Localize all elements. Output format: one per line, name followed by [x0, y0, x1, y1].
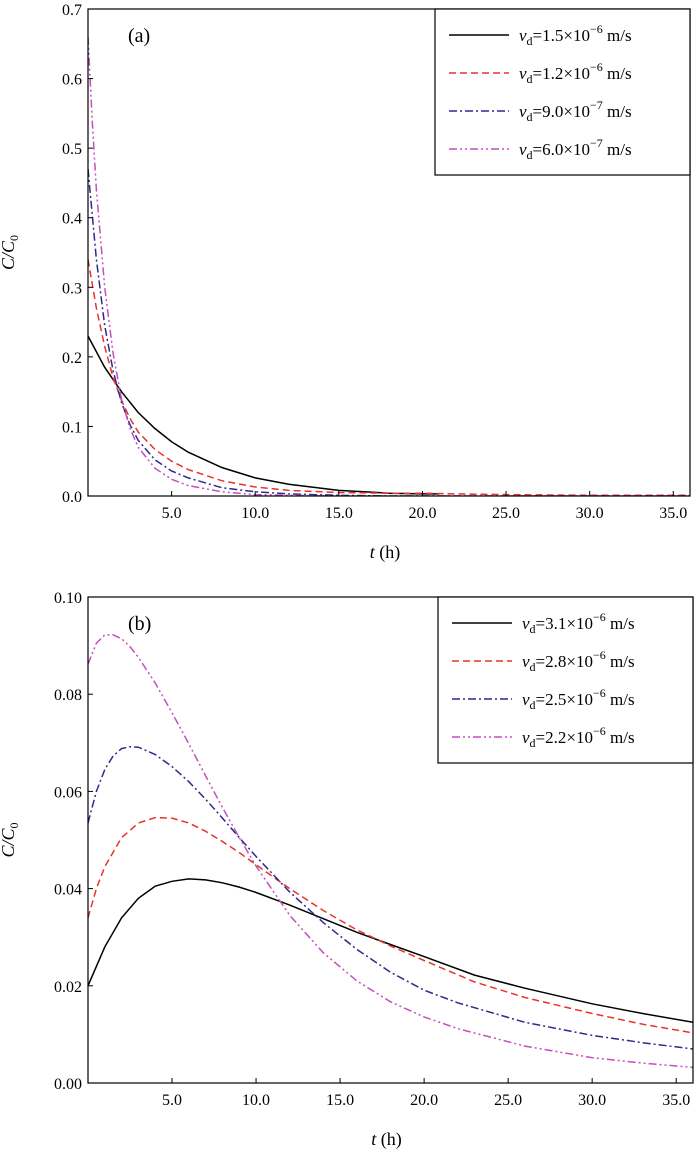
- y-tick-label: 0.10: [54, 590, 82, 607]
- series-line-3: [88, 168, 690, 496]
- series-line-2: [88, 259, 690, 496]
- y-tick-label: 0.3: [62, 280, 82, 297]
- legend-box: [434, 8, 691, 176]
- y-tick-label: 0.5: [62, 141, 82, 158]
- series-group: [88, 634, 693, 1069]
- x-tick-label: 35.0: [662, 1092, 690, 1109]
- x-tick-label: 15.0: [325, 505, 353, 522]
- x-tick-label: 25.0: [492, 505, 520, 522]
- x-tick-label: 15.0: [326, 1092, 354, 1109]
- x-tick-label: 25.0: [494, 1092, 522, 1109]
- legend-label-1: vd=1.5×10−6 m/s: [519, 22, 632, 48]
- legend: vd=1.5×10−6 m/s vd=1.2×10−6 m/s vd=9.0×10−…: [434, 8, 691, 176]
- panel-label: (b): [128, 613, 151, 635]
- x-tick-label: 10.0: [242, 1092, 270, 1109]
- legend-label-4: vd=6.0×10−7 m/s: [519, 136, 632, 162]
- legend-label-3: vd=9.0×10−7 m/s: [519, 98, 632, 124]
- plot-frame: [87, 8, 691, 497]
- y-axis-label: C/C0: [0, 822, 21, 857]
- series-group: [88, 36, 690, 496]
- x-axis-label: t (h): [371, 1129, 402, 1150]
- legend-label-2: vd=2.8×10−6 m/s: [522, 648, 635, 674]
- panel-label: (a): [128, 25, 150, 47]
- y-tick-label: 0.4: [62, 211, 82, 228]
- y-tick-label: 0.02: [54, 979, 82, 996]
- y-tick-label: 0.08: [54, 687, 82, 704]
- chart-panel-a: 5.0 10.0 15.0 20.0 25.0 30.0 35.0 0.0 0.1 0.2 0.3 0…: [0, 2, 691, 563]
- chart-panel-b: 5.0 10.0 15.0 20.0 25.0 30.0 35.0 0.00 0.02 0.04 0…: [0, 590, 694, 1150]
- x-tick-label: 35.0: [659, 505, 687, 522]
- x-tick-label: 20.0: [410, 1092, 438, 1109]
- legend-box: [437, 596, 694, 764]
- x-tick-label: 5.0: [162, 1092, 182, 1109]
- legend-label-1: vd=3.1×10−6 m/s: [522, 610, 635, 636]
- y-axis-label: C/C0: [0, 235, 21, 270]
- y-tick-label: 0.1: [62, 419, 82, 436]
- x-tick-label: 20.0: [408, 505, 436, 522]
- y-tick-label: 0.04: [54, 882, 82, 899]
- legend-label-3: vd=2.5×10−6 m/s: [522, 686, 635, 712]
- y-tick-label: 0.0: [62, 489, 82, 506]
- legend: vd=3.1×10−6 m/s vd=2.8×10−6 m/s vd=2.5×10−…: [437, 596, 694, 764]
- series-line-1: [88, 335, 440, 495]
- x-axis-label: t (h): [370, 542, 401, 563]
- series-line-4: [88, 634, 693, 1069]
- plot-frame: [87, 596, 694, 1084]
- legend-label-2: vd=1.2×10−6 m/s: [519, 60, 632, 86]
- x-tick-label: 5.0: [162, 505, 182, 522]
- x-tick-label: 30.0: [578, 1092, 606, 1109]
- y-tick-label: 0.2: [62, 350, 82, 367]
- series-line-1: [88, 878, 693, 1024]
- series-line-2: [88, 816, 693, 1034]
- x-tick-label: 30.0: [576, 505, 604, 522]
- series-line-3: [88, 745, 693, 1050]
- legend-label-4: vd=2.2×10−6 m/s: [522, 724, 635, 750]
- y-tick-label: 0.6: [62, 72, 82, 89]
- y-tick-label: 0.06: [54, 784, 82, 801]
- y-tick-label: 0.00: [54, 1076, 82, 1093]
- y-tick-label: 0.7: [62, 2, 82, 19]
- x-tick-label: 10.0: [241, 505, 269, 522]
